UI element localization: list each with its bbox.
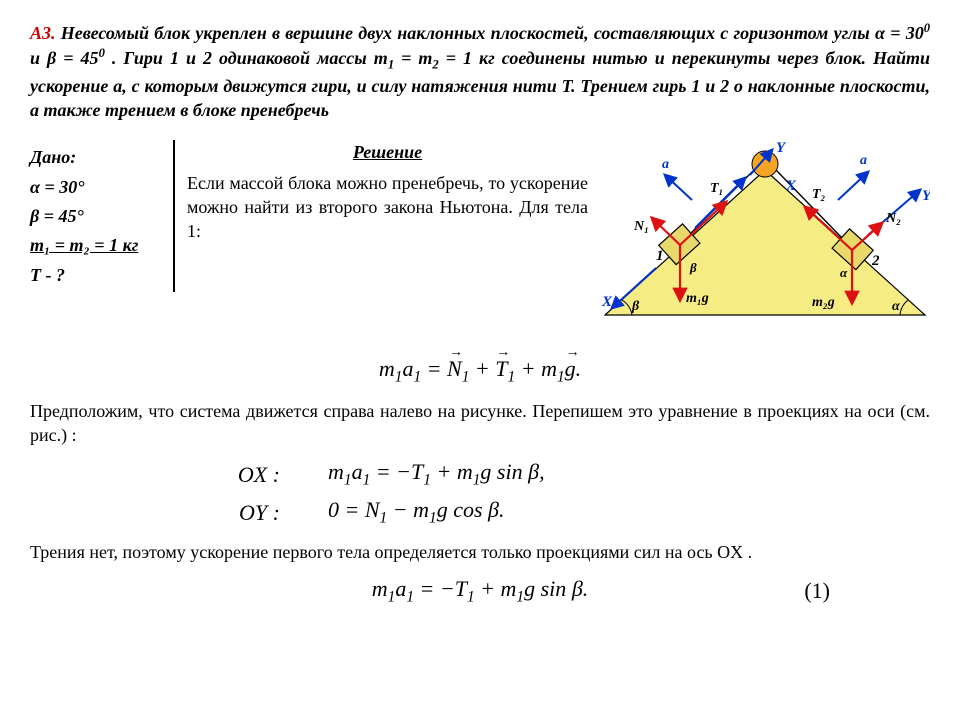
svg-text:Y: Y — [922, 188, 930, 204]
equation-2-row: m1a1 = −T1 + m1g sin β. (1) — [30, 574, 930, 608]
svg-text:a: a — [860, 153, 867, 168]
diagram: X Y a N₁ T₁ m₁g 1 β β — [600, 140, 930, 340]
given-beta: β = 45° — [30, 204, 165, 228]
alpha-val: = 30 — [885, 23, 924, 43]
svg-text:T₁: T₁ — [710, 181, 723, 196]
given-alpha: α = 30° — [30, 175, 165, 199]
given-beta-val: = 45° — [39, 206, 83, 226]
ox-equation: m1a1 = −T1 + m1g sin β, — [328, 457, 930, 491]
paragraph-3: Трения нет, поэтому ускорение первого те… — [30, 540, 930, 564]
svg-text:N₂: N₂ — [885, 211, 901, 226]
beta-symbol: β — [47, 48, 56, 68]
and: и — [30, 48, 47, 68]
equation-2: m1a1 = −T1 + m1g sin β. — [372, 574, 589, 608]
solution-p1: Если массой блока можно пренебречь, то у… — [187, 171, 588, 244]
problem-text-1: Невесомый блок укреплен в вершине двух н… — [56, 23, 875, 43]
ox-label: OX : — [30, 460, 310, 490]
equation-1: m1a1 = →N1 + →T1 + m1→g. — [30, 354, 930, 388]
oy-equation: 0 = N1 − m1g cos β. — [328, 495, 930, 529]
given-unknown: T - ? — [30, 263, 165, 287]
solution-title: Решение — [187, 140, 588, 164]
svg-text:a: a — [662, 157, 669, 172]
svg-text:2: 2 — [871, 253, 880, 269]
projection-block: OX : m1a1 = −T1 + m1g sin β, OY : 0 = N1… — [30, 457, 930, 529]
svg-text:β: β — [631, 299, 640, 314]
alpha-symbol: α — [875, 23, 885, 43]
given-alpha-sym: α — [30, 177, 40, 197]
solution-text: Решение Если массой блока можно пренебре… — [187, 140, 588, 243]
svg-text:T₂: T₂ — [812, 187, 826, 202]
problem-label: А3. — [30, 23, 56, 43]
problem-text-2: . Гири 1 и 2 одинаковой массы m — [105, 48, 388, 68]
svg-text:α: α — [840, 265, 848, 280]
svg-text:Y: Y — [776, 140, 787, 156]
given-alpha-val: = 30° — [40, 177, 84, 197]
svg-text:α: α — [892, 299, 900, 314]
given-mass: m₁ = m₂ = 1 кг — [30, 233, 165, 257]
equation-2-number: (1) — [804, 576, 830, 606]
eqm: = m — [394, 48, 432, 68]
problem-statement: А3. Невесомый блок укреплен в вершине дв… — [30, 20, 930, 122]
svg-text:X: X — [601, 294, 613, 310]
svg-text:X: X — [785, 178, 797, 194]
given-block: Дано: α = 30° β = 45° m₁ = m₂ = 1 кг T -… — [30, 140, 175, 291]
paragraph-2: Предположим, что система движется справа… — [30, 399, 930, 448]
physics-diagram-svg: X Y a N₁ T₁ m₁g 1 β β — [600, 140, 930, 340]
oy-label: OY : — [30, 498, 310, 528]
svg-text:1: 1 — [656, 248, 664, 264]
svg-text:m₁g: m₁g — [686, 291, 709, 306]
mid-section: Дано: α = 30° β = 45° m₁ = m₂ = 1 кг T -… — [30, 140, 930, 340]
svg-text:N₁: N₁ — [633, 219, 649, 234]
given-beta-sym: β — [30, 206, 39, 226]
svg-text:β: β — [689, 260, 697, 275]
deg-0: 0 — [924, 21, 930, 35]
given-title: Дано: — [30, 145, 165, 169]
beta-val: = 45 — [56, 48, 98, 68]
svg-text:m₂g: m₂g — [812, 295, 835, 310]
